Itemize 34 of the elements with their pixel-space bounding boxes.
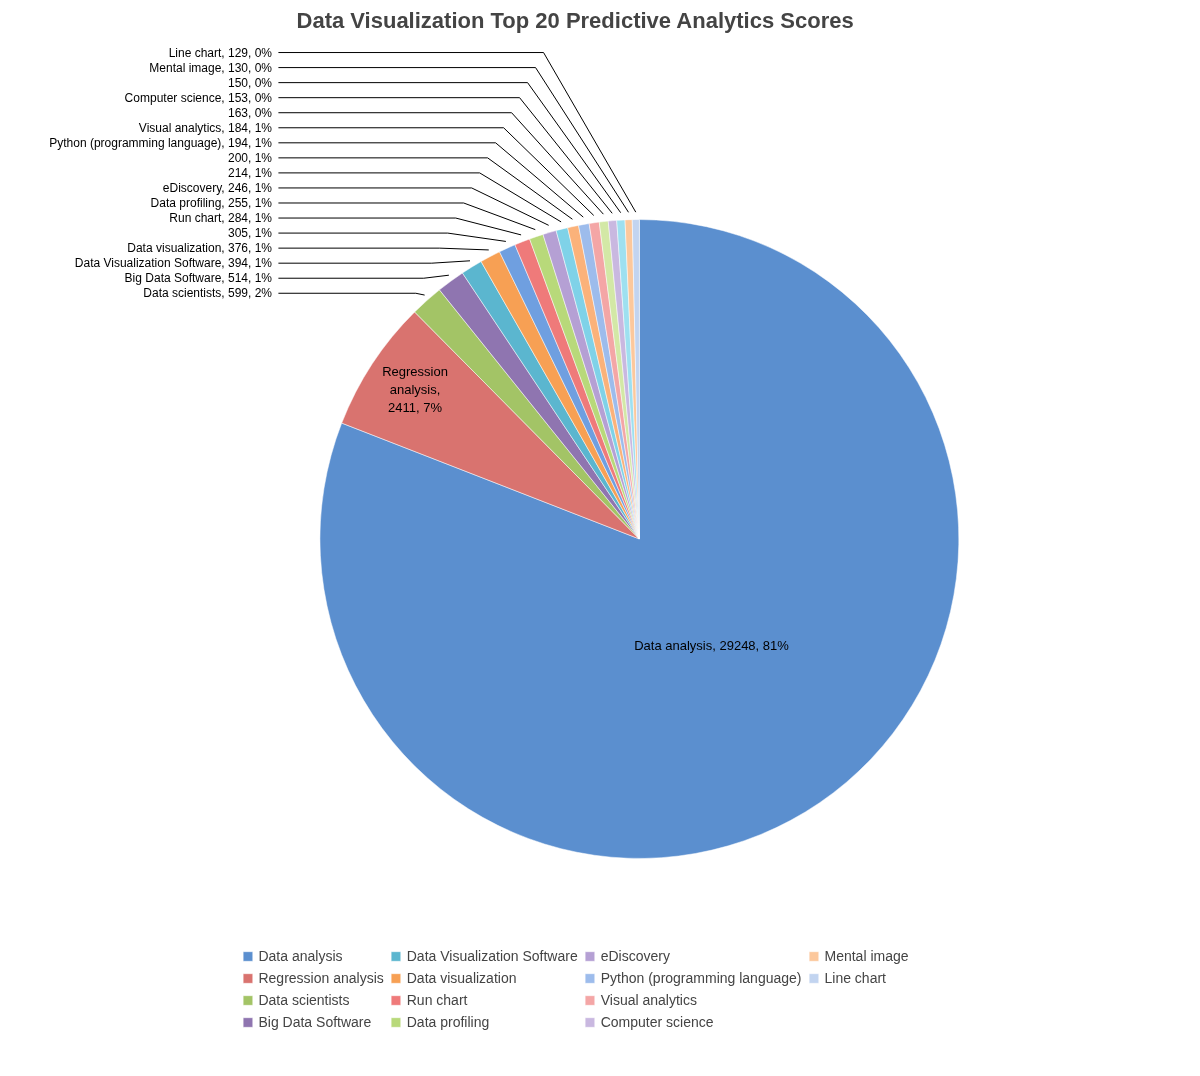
legend-label: Visual analytics <box>600 992 697 1008</box>
legend-label: Data visualization <box>406 970 517 986</box>
legend-label: Data analysis <box>258 948 343 964</box>
data-label: Mental image, 130, 0% <box>149 60 273 75</box>
data-label: Python (programming language), 194, 1% <box>49 135 273 150</box>
legend-label: eDiscovery <box>600 948 670 964</box>
data-label: Data Visualization Software, 394, 1% <box>74 256 273 271</box>
legend-label: Big Data Software <box>258 1014 372 1030</box>
chart-title: Data Visualization Top 20 Predictive Analytics Scores <box>296 7 854 33</box>
data-label: 214, 1% <box>227 165 273 180</box>
data-label: 150, 0% <box>227 75 273 90</box>
data-label: Big Data Software, 514, 1% <box>124 271 273 286</box>
data-label: 305, 1% <box>227 226 273 241</box>
legend-label: Regression analysis <box>258 970 384 986</box>
data-label: eDiscovery, 246, 1% <box>162 180 273 195</box>
data-label: 163, 0% <box>227 105 273 120</box>
legend-label: Mental image <box>824 948 909 964</box>
legend-label: Python (programming language) <box>600 970 802 986</box>
data-label: Visual analytics, 184, 1% <box>138 120 273 135</box>
legend-label: Data scientists <box>258 992 350 1008</box>
data-label: Regression analysis, 2411, 7% <box>382 364 448 416</box>
data-label: Computer science, 153, 0% <box>124 90 273 105</box>
data-label: Data scientists, 599, 2% <box>143 286 273 301</box>
data-label: Run chart, 284, 1% <box>169 211 273 226</box>
data-label: Data visualization, 376, 1% <box>127 241 273 256</box>
legend-label: Data Visualization Software <box>406 948 578 964</box>
legend-label: Line chart <box>824 970 886 986</box>
data-label: 200, 1% <box>227 150 273 165</box>
legend-label: Run chart <box>406 992 468 1008</box>
data-label: Line chart, 129, 0% <box>168 45 273 60</box>
data-label: Data analysis, 29248, 81% <box>634 638 790 654</box>
legend-label: Computer science <box>600 1014 714 1030</box>
data-label: Data profiling, 255, 1% <box>150 195 273 210</box>
legend-label: Data profiling <box>406 1014 490 1030</box>
